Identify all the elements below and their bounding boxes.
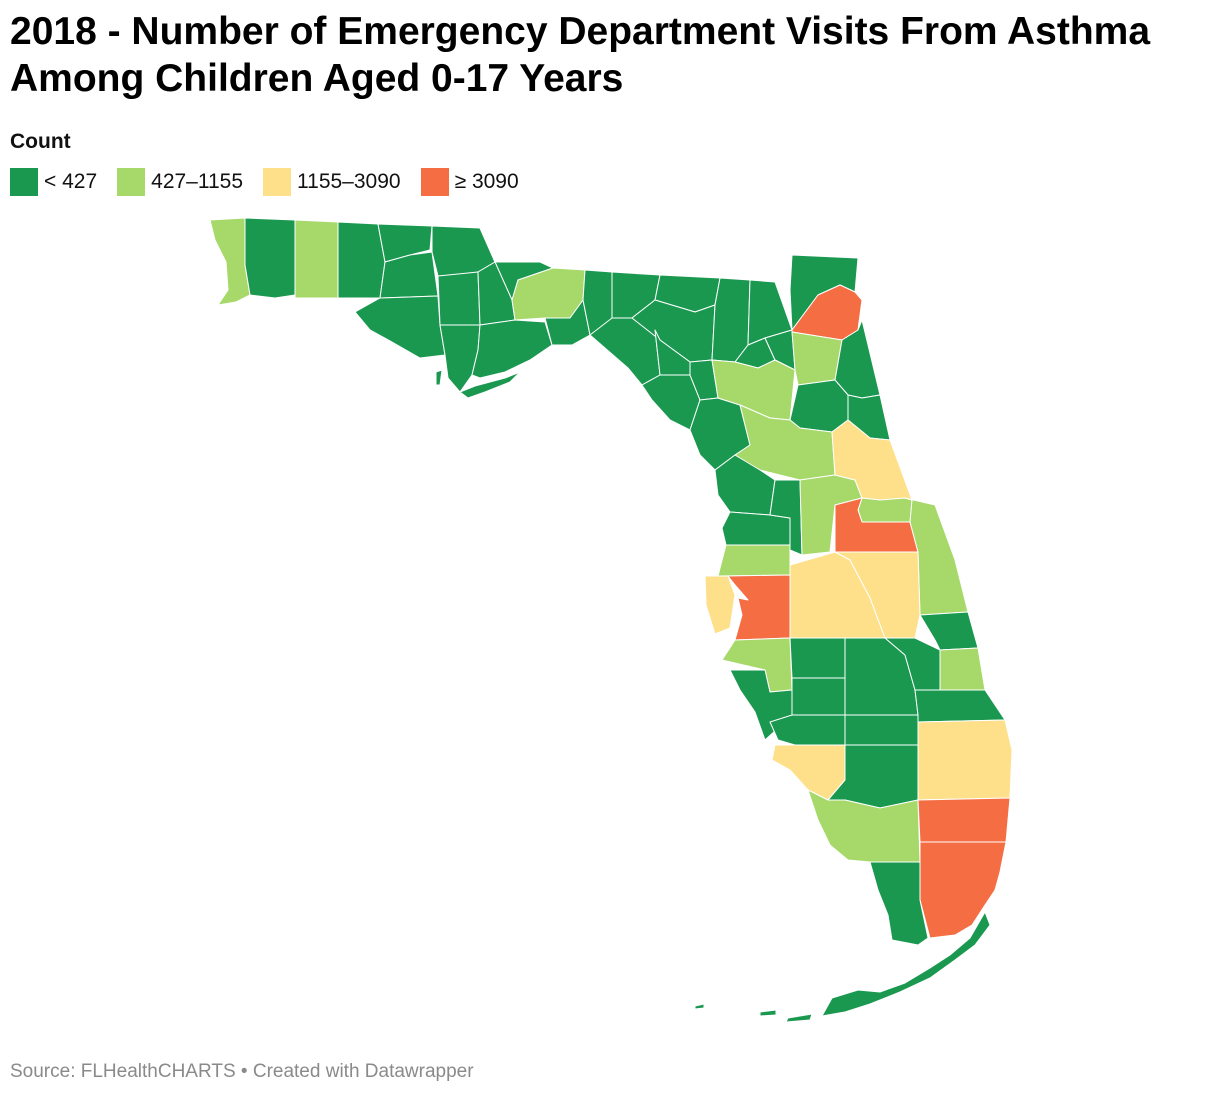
county-charlotte[interactable] xyxy=(769,714,846,746)
county-walton[interactable] xyxy=(337,221,386,299)
legend-item-lowest: < 427 xyxy=(10,168,97,196)
county-calhoun[interactable] xyxy=(437,271,481,326)
county-monroe-mainland[interactable] xyxy=(869,861,929,946)
county-martin[interactable] xyxy=(914,689,1006,723)
county-seminole[interactable] xyxy=(857,497,913,523)
legend-swatch xyxy=(263,168,292,196)
county-dixie[interactable] xyxy=(641,374,701,431)
florida-choropleth-map xyxy=(200,210,1030,1030)
county-okaloosa[interactable] xyxy=(294,219,339,299)
county-gulf[interactable] xyxy=(439,324,481,393)
county-clay[interactable] xyxy=(791,331,843,386)
county-monroe-keys[interactable] xyxy=(821,911,991,1017)
source-text: Source: FLHealthCHARTS xyxy=(10,1061,236,1082)
legend-swatch xyxy=(117,168,146,196)
county-hardee[interactable] xyxy=(789,637,846,679)
legend-label: 427–1155 xyxy=(151,170,244,193)
legend-swatch xyxy=(420,168,449,196)
county-broward[interactable] xyxy=(917,797,1011,843)
footer-separator: • xyxy=(240,1061,248,1082)
county-putnam[interactable] xyxy=(789,379,849,433)
legend-label: ≥ 3090 xyxy=(454,170,519,193)
county-franklin[interactable] xyxy=(471,319,553,379)
legend-label: 1155–3090 xyxy=(297,170,401,193)
legend-title: Count xyxy=(10,130,71,153)
county-washington[interactable] xyxy=(379,251,439,299)
legend: < 427 427–1155 1155–3090 ≥ 3090 xyxy=(10,168,539,196)
chart-title: 2018 - Number of Emergency Department Vi… xyxy=(10,10,1151,100)
county-desoto[interactable] xyxy=(791,677,846,716)
county-escambia[interactable] xyxy=(209,217,251,306)
county-hillsborough[interactable] xyxy=(727,574,791,641)
county-st-lucie[interactable] xyxy=(939,647,986,691)
county-holmes[interactable] xyxy=(377,223,433,263)
legend-label: < 427 xyxy=(44,170,98,193)
county-miami-dade[interactable] xyxy=(919,841,1007,939)
county-monroe-lower-keys[interactable] xyxy=(694,1003,813,1023)
county-bay[interactable] xyxy=(354,295,446,359)
county-pasco[interactable] xyxy=(717,544,791,577)
legend-item-high: ≥ 3090 xyxy=(420,168,519,196)
legend-swatch xyxy=(10,168,38,196)
county-pinellas[interactable] xyxy=(704,575,736,635)
county-glades[interactable] xyxy=(844,714,919,746)
county-panhandle-islands[interactable] xyxy=(435,369,521,399)
county-santa-rosa[interactable] xyxy=(244,217,296,299)
credit-text: Created with Datawrapper xyxy=(252,1061,474,1082)
footer: Source: FLHealthCHARTS • Created with Da… xyxy=(10,1061,474,1083)
legend-item-mid: 1155–3090 xyxy=(263,168,401,196)
legend-item-low: 427–1155 xyxy=(117,168,243,196)
county-palm-beach[interactable] xyxy=(917,719,1013,801)
